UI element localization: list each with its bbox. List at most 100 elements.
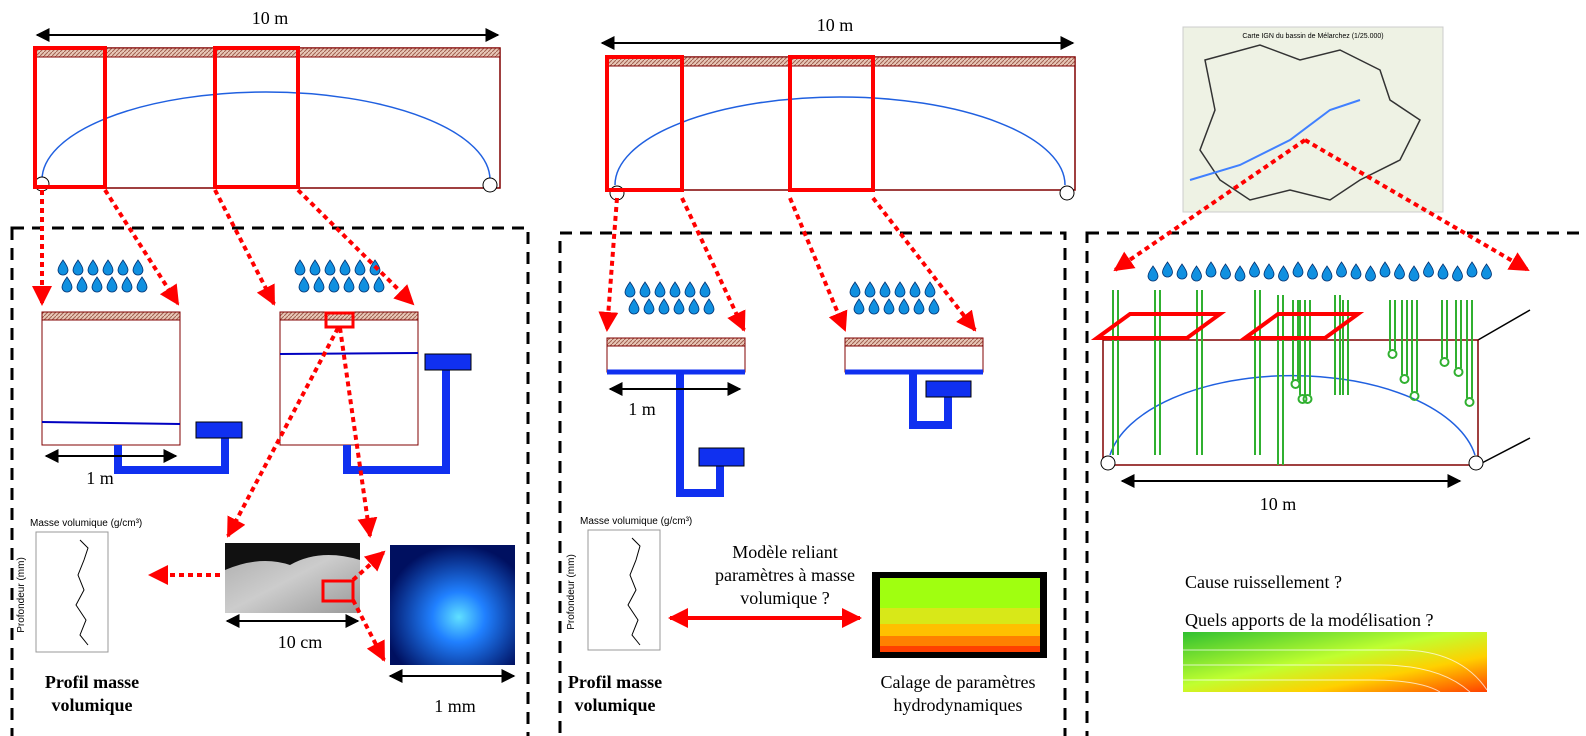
drop (118, 260, 128, 275)
question: Cause ruissellement ? (1185, 572, 1342, 592)
caption: Profil masse (568, 672, 662, 692)
drop (295, 260, 305, 275)
drop (670, 282, 680, 297)
support (1060, 186, 1074, 200)
support (483, 178, 497, 192)
drop (1395, 264, 1405, 279)
drop (1424, 262, 1434, 277)
zoom-arrow (353, 600, 384, 660)
drop (854, 299, 864, 314)
reservoir (196, 422, 242, 438)
drop (850, 282, 860, 297)
drop (77, 277, 87, 292)
drop (629, 299, 639, 314)
drop (73, 260, 83, 275)
drop (1409, 266, 1419, 281)
drop (625, 282, 635, 297)
drop (355, 260, 365, 275)
zoom-arrow (790, 198, 845, 330)
drop (910, 282, 920, 297)
drop (895, 282, 905, 297)
drop (899, 299, 909, 314)
axis-label: Masse volumique (g/cm³) (30, 518, 142, 529)
caption: volumique (51, 695, 132, 715)
axis-label: Masse volumique (g/cm³) (580, 516, 692, 527)
scale-label: 1 mm (434, 696, 476, 716)
pipe (913, 372, 948, 425)
drop (344, 277, 354, 292)
layer (880, 646, 1040, 652)
pipe (680, 372, 720, 493)
drop (92, 277, 102, 292)
drop (1148, 266, 1158, 281)
drop (325, 260, 335, 275)
drop (1163, 262, 1173, 277)
drop (655, 282, 665, 297)
drop (1322, 266, 1332, 281)
image (390, 545, 515, 665)
drop (340, 260, 350, 275)
map-title: Carte IGN du bassin de Mélarchez (1/25.0… (1242, 33, 1383, 40)
span-label: 10 m (817, 15, 854, 35)
drop (1206, 262, 1216, 277)
water-table (280, 353, 418, 354)
drop (137, 277, 147, 292)
diagram: 10 m 1 m Masse volumique (g/cm³) Profond… (0, 0, 1586, 736)
panel-2: 10 m 1 m Masse volumique (g/cm³) Profond… (560, 15, 1075, 736)
drop (644, 299, 654, 314)
drop (1337, 262, 1347, 277)
drop (103, 260, 113, 275)
drop (884, 299, 894, 314)
model-map (1183, 632, 1487, 692)
drop (1264, 264, 1274, 279)
drop (1279, 266, 1289, 281)
layer (880, 608, 1040, 624)
drop (640, 282, 650, 297)
drop (88, 260, 98, 275)
axis-label: Profondeur (mm) (566, 554, 577, 630)
drop (659, 299, 669, 314)
model-text: volumique ? (740, 588, 829, 608)
model-text: paramètres à masse (715, 565, 855, 585)
caption: volumique (574, 695, 655, 715)
drop (1235, 266, 1245, 281)
drop (914, 299, 924, 314)
drop (1380, 262, 1390, 277)
drop (674, 299, 684, 314)
drop (1366, 266, 1376, 281)
soil-strip (607, 338, 745, 346)
drop (1293, 262, 1303, 277)
plot-frame (1245, 314, 1358, 338)
drop (299, 277, 309, 292)
span-label: 10 m (1260, 494, 1297, 514)
profile-plot (588, 530, 660, 650)
drop (880, 282, 890, 297)
model-text: Modèle reliant (732, 542, 837, 562)
soil-strip (845, 338, 983, 346)
drop (122, 277, 132, 292)
scale-label: 10 cm (278, 632, 323, 652)
axis-label: Profondeur (mm) (16, 557, 27, 633)
scale-label: 1 m (86, 468, 114, 488)
drop (359, 277, 369, 292)
drop (1482, 264, 1492, 279)
drop (1467, 262, 1477, 277)
drop (314, 277, 324, 292)
perspective-line (1478, 310, 1530, 465)
drop (133, 260, 143, 275)
drop (1250, 262, 1260, 277)
drop (869, 299, 879, 314)
drop (685, 282, 695, 297)
drop (1351, 264, 1361, 279)
drop (374, 277, 384, 292)
layer (880, 636, 1040, 646)
drop (62, 277, 72, 292)
layer (880, 578, 1040, 608)
drop (1177, 264, 1187, 279)
drop (925, 282, 935, 297)
panel-1: 10 m 1 m Masse volumique (g/cm³) Profond… (12, 8, 528, 736)
rain (58, 260, 1492, 314)
column (42, 312, 180, 445)
drop (704, 299, 714, 314)
drop (865, 282, 875, 297)
